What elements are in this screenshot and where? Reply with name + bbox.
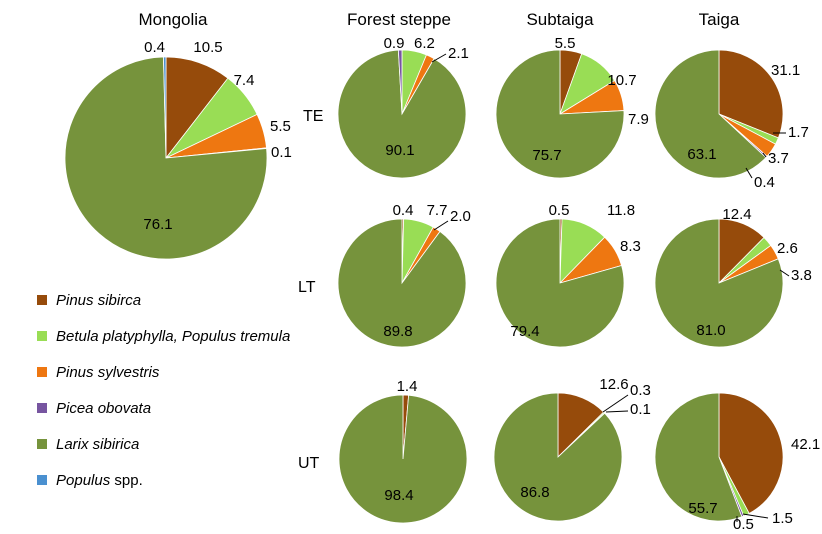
legend-label-populus: Populus spp. xyxy=(56,472,143,489)
data-label: 12.4 xyxy=(722,206,751,223)
pie-4: 0.4 7.7 2.0 89.8 xyxy=(337,202,471,348)
data-label: 42.1 xyxy=(791,436,820,453)
pie-6: 12.4 2.6 3.8 81.0 xyxy=(654,206,812,348)
data-label: 1.7 xyxy=(788,124,809,141)
pie-0: 10.5 7.4 5.5 0.1 76.1 0.4 xyxy=(64,39,292,260)
data-label: 0.5 xyxy=(549,202,570,219)
pies-group: 10.5 7.4 5.5 0.1 76.1 0.4 6.2 2.1 90.1 0.9 5.5 10.7… xyxy=(64,35,820,533)
data-label: 0.1 xyxy=(630,401,651,418)
data-label: 86.8 xyxy=(520,484,549,501)
data-label: 98.4 xyxy=(384,487,413,504)
pie-slice-populus xyxy=(163,56,167,159)
legend: Pinus sibirca Betula platyphylla, Populus… xyxy=(37,292,290,489)
title-mongolia: Mongolia xyxy=(139,10,209,29)
legend-label-pinus_sibirca: Pinus sibirca xyxy=(56,292,141,309)
data-label: 31.1 xyxy=(771,62,800,79)
title-taiga: Taiga xyxy=(699,10,740,29)
data-label: 3.7 xyxy=(768,150,789,167)
leader-line xyxy=(745,167,753,179)
pie-slice-larix xyxy=(654,49,767,179)
data-label: 75.7 xyxy=(532,147,561,164)
pie-1: 6.2 2.1 90.1 0.9 xyxy=(337,35,469,179)
pie-slice-larix xyxy=(495,49,625,179)
pie-8: 12.6 0.3 0.1 86.8 xyxy=(493,376,651,522)
data-label: 5.5 xyxy=(555,35,576,52)
data-label: 2.6 xyxy=(777,240,798,257)
data-label: 0.9 xyxy=(384,35,405,52)
data-label: 0.5 xyxy=(733,516,754,533)
data-label: 7.4 xyxy=(234,72,255,89)
data-label: 5.5 xyxy=(270,118,291,135)
legend-swatch-betula xyxy=(37,331,47,341)
legend-swatch-pinus_sylvestris xyxy=(37,367,47,377)
data-label: 10.5 xyxy=(193,39,222,56)
title-subtaiga: Subtaiga xyxy=(526,10,594,29)
legend-swatch-picea xyxy=(37,403,47,413)
legend-label-pinus_sylvestris: Pinus sylvestris xyxy=(56,364,160,381)
data-label: 89.8 xyxy=(383,323,412,340)
data-label: 11.8 xyxy=(607,202,635,219)
data-label: 0.4 xyxy=(754,174,775,191)
legend-label-picea: Picea obovata xyxy=(56,400,151,417)
leader-line xyxy=(605,410,629,413)
data-label: 12.6 xyxy=(599,376,628,393)
data-label: 7.9 xyxy=(628,111,649,128)
pie-slice-larix xyxy=(338,394,468,524)
data-label: 55.7 xyxy=(688,500,717,517)
data-label: 1.4 xyxy=(397,378,418,395)
pie-slice-pinus_sibirca xyxy=(718,392,784,514)
data-label: 10.7 xyxy=(607,72,636,89)
data-label: 90.1 xyxy=(385,142,414,159)
pie-9: 42.1 1.5 0.5 55.7 xyxy=(654,392,820,533)
pie-slice-larix xyxy=(495,218,625,348)
legend-label-betula: Betula platyphylla, Populus tremula xyxy=(56,328,290,345)
data-label: 3.8 xyxy=(791,267,812,284)
pie-slice-larix xyxy=(337,218,467,348)
legend-label-larix: Larix sibirica xyxy=(56,436,139,453)
pie-slice-larix xyxy=(337,49,467,179)
data-label: 8.3 xyxy=(620,238,641,255)
data-label: 0.4 xyxy=(393,202,414,219)
row-label-te: TE xyxy=(303,108,323,125)
data-label: 2.1 xyxy=(448,45,469,62)
pie-slice-picea xyxy=(397,49,403,115)
leader-line xyxy=(762,152,767,158)
data-label: 2.0 xyxy=(450,208,471,225)
pie-2: 5.5 10.7 7.9 75.7 xyxy=(495,35,649,179)
leader-line xyxy=(779,269,790,277)
data-label: 76.1 xyxy=(143,216,172,233)
legend-swatch-populus xyxy=(37,475,47,485)
pie-slice-larix xyxy=(654,392,743,522)
data-label: 1.5 xyxy=(772,510,793,527)
row-label-ut: UT xyxy=(298,455,320,472)
data-label: 6.2 xyxy=(414,35,435,52)
legend-swatch-larix xyxy=(37,439,47,449)
leader-line xyxy=(742,513,769,519)
data-label: 79.4 xyxy=(510,323,539,340)
pie-slice-larix xyxy=(654,218,784,348)
row-label-lt: LT xyxy=(298,279,316,296)
title-forest-steppe: Forest steppe xyxy=(347,10,451,29)
leader-line xyxy=(433,220,449,231)
data-label: 81.0 xyxy=(696,322,725,339)
pie-5: 0.5 11.8 8.3 79.4 xyxy=(495,202,641,348)
pie-slice-pinus_sibirca xyxy=(718,49,784,139)
pie-3: 31.1 1.7 3.7 0.4 63.1 xyxy=(654,49,809,191)
data-label: 7.7 xyxy=(427,202,448,219)
data-label: 63.1 xyxy=(687,146,716,163)
pie-slice-larix xyxy=(493,392,623,522)
legend-swatch-pinus_sibirca xyxy=(37,295,47,305)
leader-line xyxy=(431,53,447,63)
data-label: 0.1 xyxy=(271,144,292,161)
pie-7: 1.4 98.4 xyxy=(338,378,468,524)
data-label: 0.4 xyxy=(144,39,165,56)
leader-line xyxy=(602,394,629,413)
data-label: 0.3 xyxy=(630,382,651,399)
pie-slice-larix xyxy=(64,56,268,260)
